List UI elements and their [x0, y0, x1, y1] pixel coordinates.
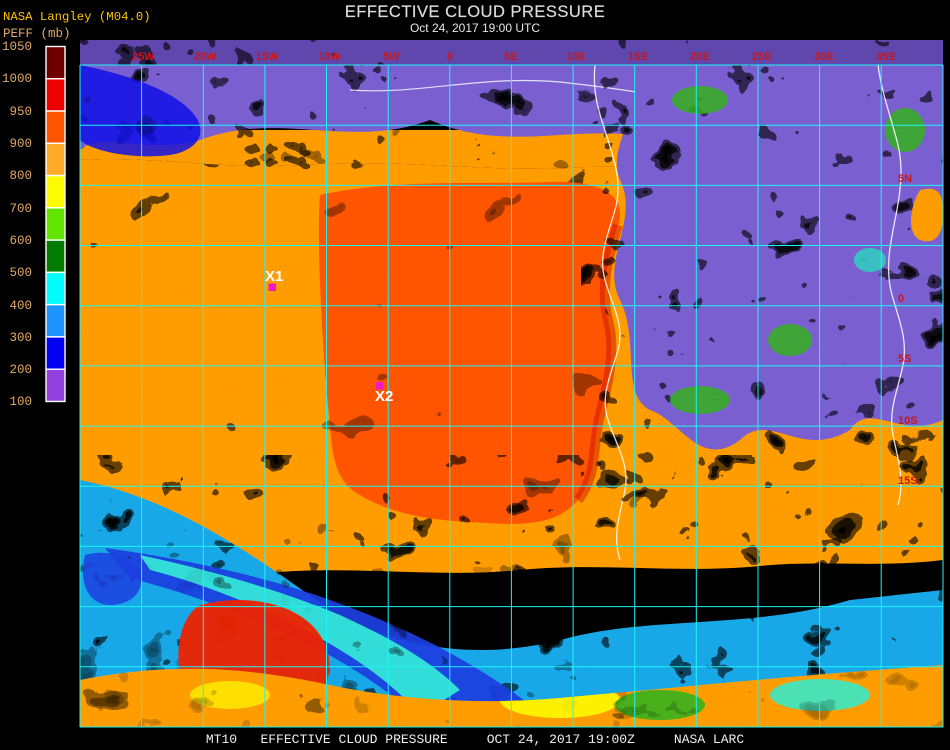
svg-text:Oct 24, 2017 19:00 UTC: Oct 24, 2017 19:00 UTC [410, 21, 540, 35]
svg-text:X1: X1 [265, 268, 283, 285]
svg-text:35E: 35E [876, 51, 896, 63]
svg-text:MT10 EFFECTIVE CLOUD PRESSUR: MT10 EFFECTIVE CLOUD PRESSURE OCT 24, 20… [206, 732, 744, 747]
svg-text:30E: 30E [814, 51, 834, 63]
svg-text:0: 0 [447, 51, 453, 63]
svg-text:900: 900 [9, 137, 32, 151]
svg-text:20W: 20W [194, 51, 217, 63]
svg-text:400: 400 [9, 299, 32, 313]
svg-text:0: 0 [898, 293, 904, 305]
svg-text:950: 950 [9, 105, 32, 119]
svg-text:25W: 25W [132, 51, 155, 63]
svg-text:700: 700 [9, 202, 32, 216]
svg-text:X2: X2 [375, 388, 393, 405]
svg-text:5E: 5E [504, 51, 517, 63]
svg-text:15W: 15W [256, 51, 279, 63]
svg-text:500: 500 [9, 266, 32, 280]
svg-text:NASA Langley (M04.0): NASA Langley (M04.0) [3, 10, 151, 24]
svg-text:1050: 1050 [2, 40, 32, 54]
svg-text:5W: 5W [383, 51, 400, 63]
svg-text:10W: 10W [318, 51, 341, 63]
svg-text:200: 200 [9, 363, 32, 377]
svg-text:15E: 15E [628, 51, 648, 63]
svg-text:5N: 5N [898, 173, 912, 185]
svg-text:300: 300 [9, 331, 32, 345]
svg-text:100: 100 [9, 395, 32, 409]
svg-text:5S: 5S [898, 353, 911, 365]
svg-text:PEFF (mb): PEFF (mb) [3, 27, 71, 41]
svg-text:10S: 10S [898, 415, 918, 427]
svg-text:10E: 10E [566, 51, 586, 63]
svg-text:25E: 25E [752, 51, 772, 63]
svg-text:15S: 15S [898, 475, 918, 487]
svg-text:600: 600 [9, 234, 32, 248]
svg-text:20E: 20E [690, 51, 710, 63]
svg-text:EFFECTIVE CLOUD PRESSURE: EFFECTIVE CLOUD PRESSURE [345, 3, 605, 21]
svg-text:800: 800 [9, 169, 32, 183]
svg-text:1000: 1000 [2, 72, 32, 86]
